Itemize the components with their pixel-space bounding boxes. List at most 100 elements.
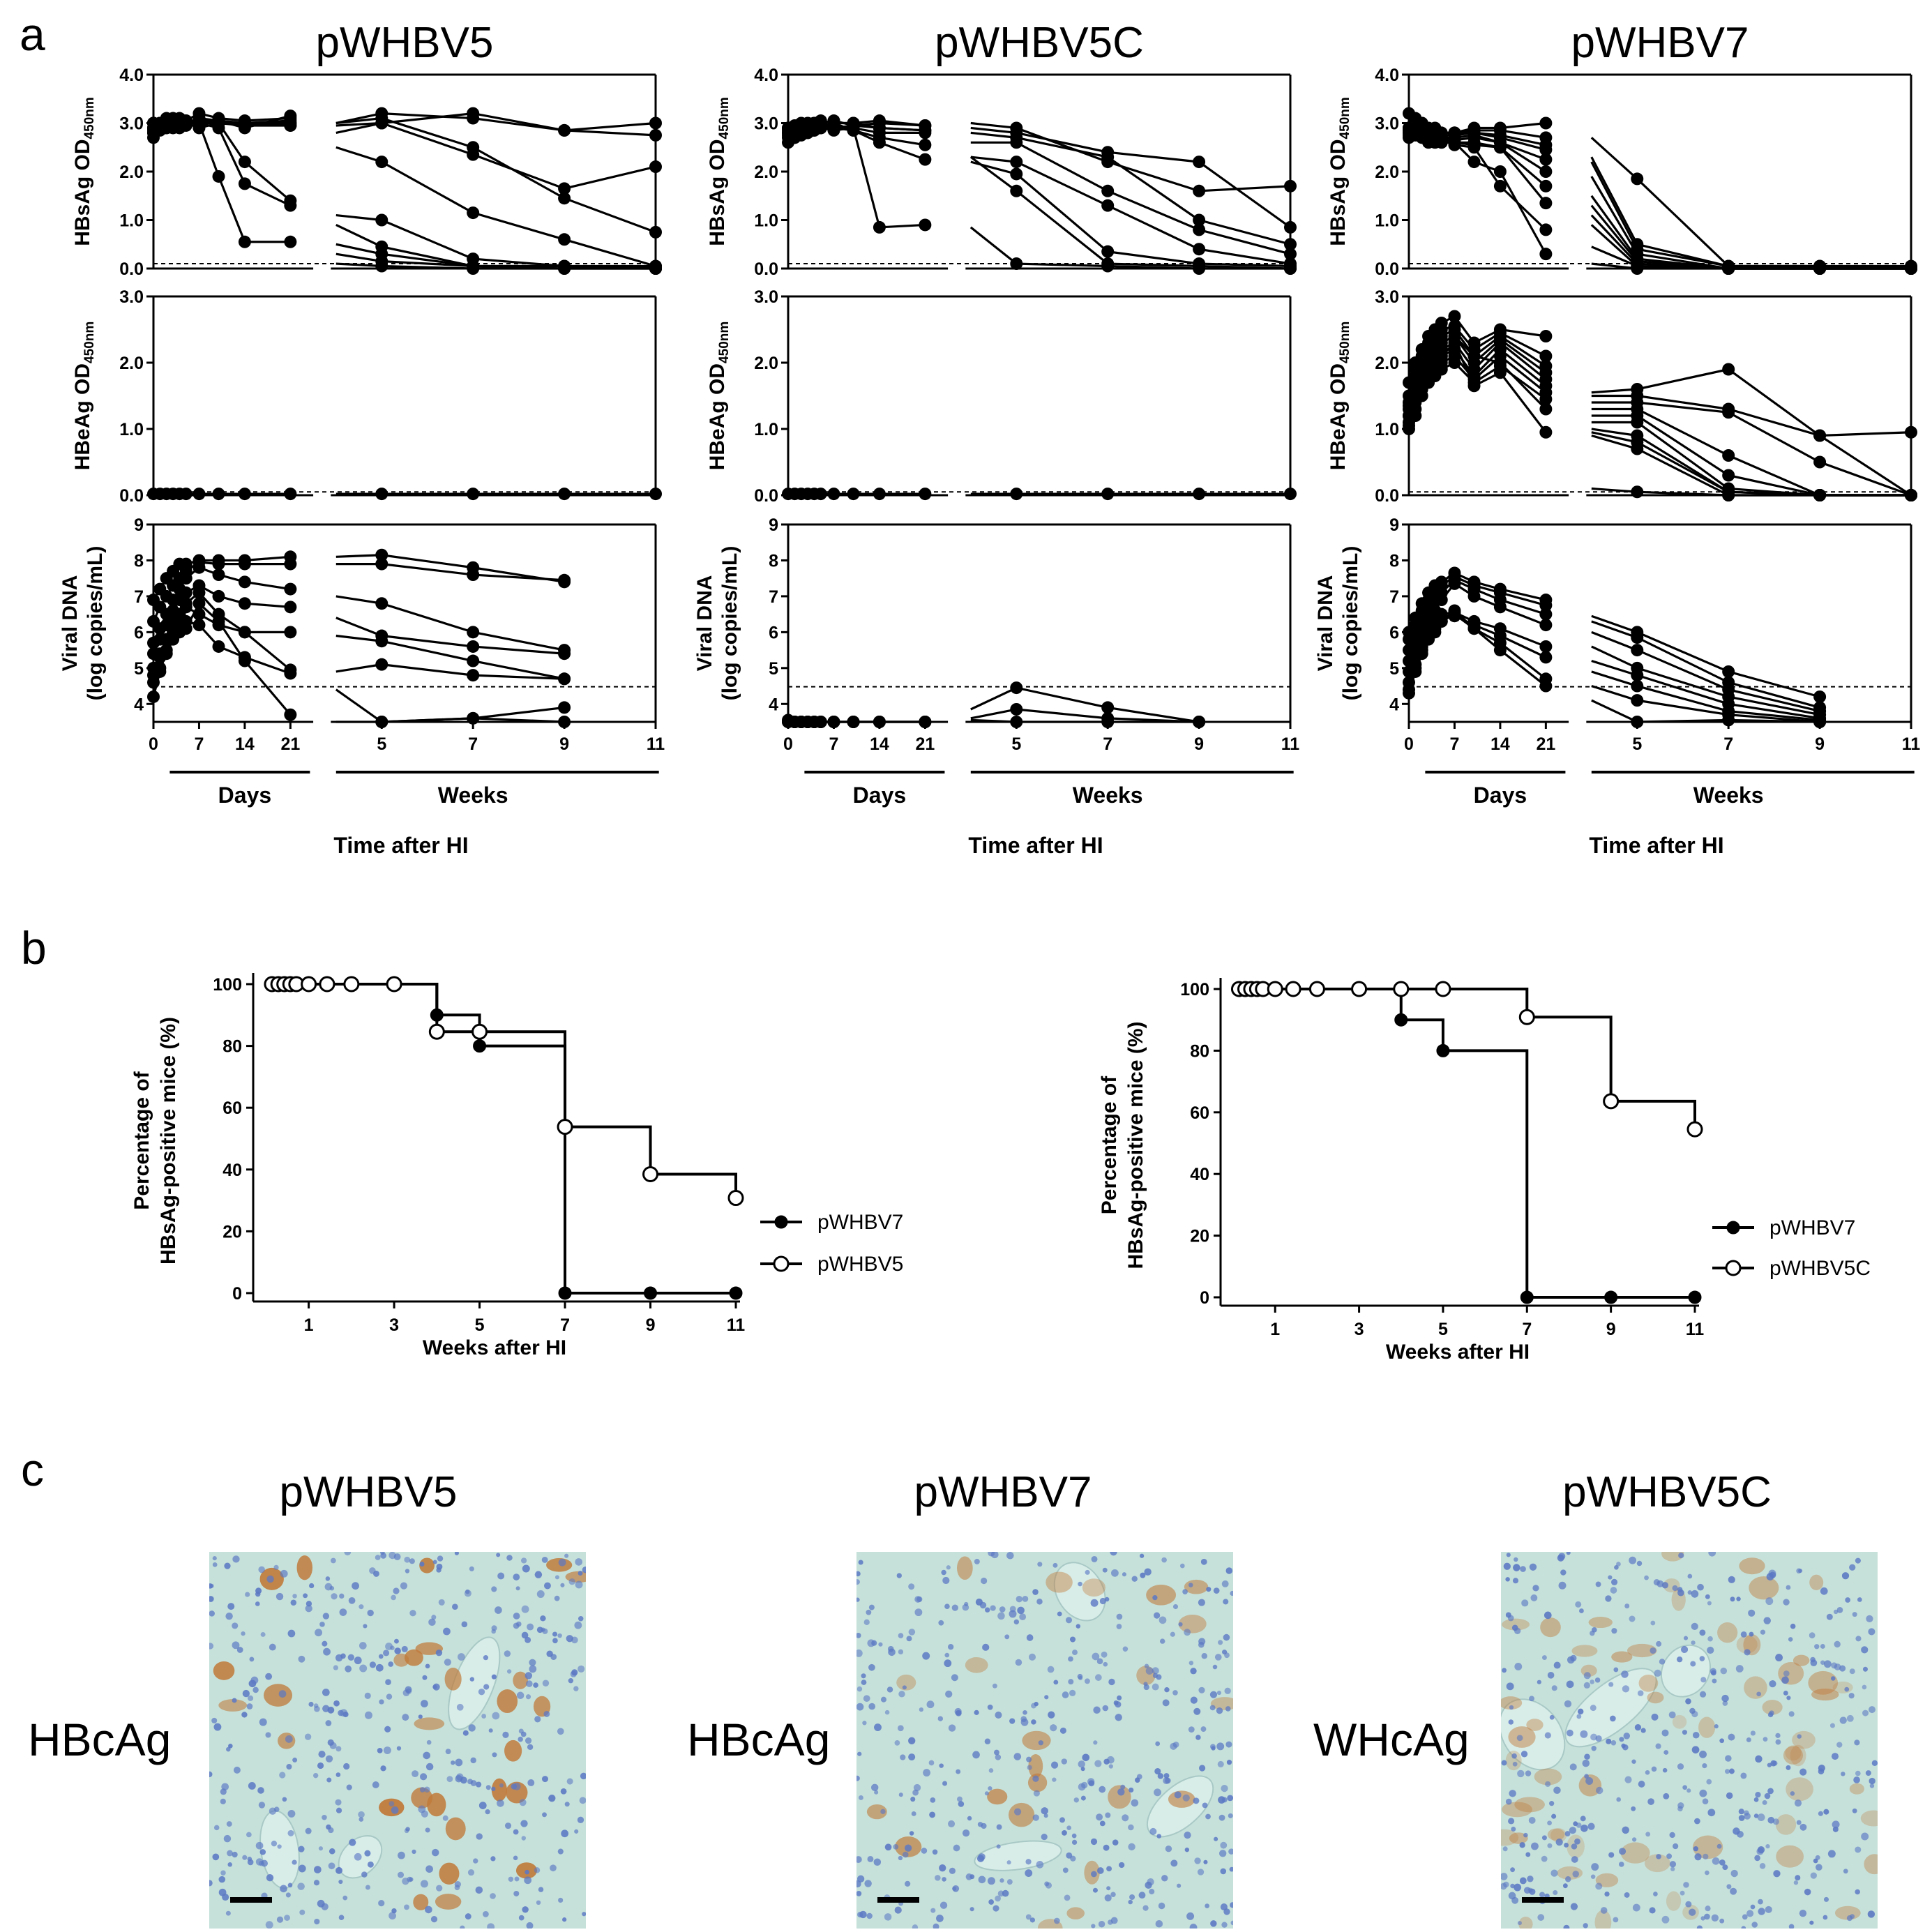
data-series: [782, 116, 1297, 273]
nucleus: [313, 1880, 320, 1886]
nucleus: [352, 1582, 360, 1590]
nucleus: [1179, 1563, 1185, 1569]
nucleus: [1512, 1578, 1519, 1584]
data-point: [238, 575, 251, 589]
stained-cell: [1790, 1744, 1806, 1767]
data-point: [1493, 165, 1507, 178]
data-point: [1813, 690, 1827, 703]
nucleus: [978, 1876, 986, 1884]
data-point: [649, 262, 662, 275]
nucleus: [1683, 1882, 1689, 1888]
nucleus: [929, 1811, 936, 1818]
x-tick-label: 0: [149, 734, 158, 754]
nucleus: [953, 1844, 960, 1852]
data-point: [193, 561, 206, 574]
nucleus: [1661, 1729, 1669, 1737]
censor-marker: [1688, 1290, 1702, 1304]
nucleus: [333, 1700, 340, 1707]
nucleus: [942, 1877, 946, 1882]
stained-cell: [1672, 1714, 1687, 1729]
nucleus: [1753, 1813, 1759, 1818]
nucleus: [412, 1770, 419, 1778]
stained-cell: [435, 1894, 462, 1910]
nucleus: [1839, 1716, 1847, 1724]
nucleus: [1595, 1882, 1603, 1890]
nucleus: [1080, 1767, 1085, 1772]
nucleus: [1041, 1833, 1048, 1841]
nucleus: [515, 1586, 520, 1591]
nucleus: [944, 1652, 950, 1658]
nucleus: [1116, 1624, 1122, 1629]
nucleus: [520, 1820, 528, 1827]
nucleus: [1845, 1597, 1851, 1603]
y-tick-label: 9: [769, 515, 778, 535]
nucleus: [401, 1645, 408, 1652]
data-point: [1403, 419, 1415, 432]
nucleus: [1854, 1739, 1860, 1746]
nucleus: [541, 1776, 549, 1783]
y-axis-label-units: (log copies/mL): [1339, 546, 1362, 701]
nucleus: [900, 1754, 906, 1760]
nucleus: [1587, 1822, 1595, 1830]
nucleus: [1224, 1687, 1231, 1694]
nucleus: [490, 1893, 496, 1899]
nucleus: [1848, 1693, 1855, 1699]
data-point: [1467, 622, 1481, 635]
legend-marker: [1725, 1260, 1742, 1276]
data-series: [1403, 319, 1917, 501]
nucleus: [1764, 1793, 1771, 1799]
data-point: [1193, 223, 1206, 236]
nucleus: [249, 1656, 255, 1662]
nucleus: [1080, 1795, 1086, 1801]
nucleus: [976, 1855, 985, 1862]
nucleus: [1585, 1777, 1594, 1786]
nucleus: [473, 1858, 478, 1864]
data-point: [1435, 594, 1448, 607]
nucleus: [996, 1844, 1001, 1849]
y-tick-label: 2.0: [754, 163, 778, 182]
nucleus: [558, 1558, 566, 1567]
nucleus: [1519, 1877, 1527, 1885]
nucleus: [391, 1806, 399, 1814]
data-point: [238, 116, 251, 130]
nucleus: [513, 1782, 521, 1790]
nucleus: [1159, 1616, 1167, 1624]
nucleus: [580, 1772, 586, 1780]
nucleus: [369, 1661, 377, 1668]
data-series: [782, 702, 1206, 728]
y-tick-label: 0: [1200, 1288, 1209, 1308]
data-point: [147, 676, 160, 689]
nucleus: [993, 1905, 999, 1912]
data-point: [212, 589, 225, 603]
series-line: [1591, 699, 1820, 723]
data-point: [238, 597, 251, 610]
nucleus: [964, 1601, 969, 1606]
nucleus: [921, 1848, 928, 1854]
nucleus: [386, 1693, 393, 1700]
nucleus: [561, 1829, 569, 1838]
y-axis-label: Viral DNA: [59, 575, 82, 672]
data-point: [1631, 442, 1644, 455]
nucleus: [981, 1577, 988, 1585]
data-point: [1284, 220, 1297, 234]
data-point: [558, 123, 571, 137]
nucleus: [887, 1645, 894, 1652]
nucleus: [1619, 1737, 1624, 1742]
nucleus: [1861, 1646, 1869, 1654]
data-point: [827, 123, 840, 137]
y-axis-label-units: (log copies/mL): [84, 546, 107, 701]
data-point: [1631, 669, 1644, 682]
nucleus: [419, 1787, 425, 1793]
stained-cell: [1739, 1557, 1765, 1575]
nucleus: [1228, 1813, 1233, 1818]
nucleus: [298, 1655, 305, 1663]
stained-cell: [1540, 1617, 1561, 1638]
nucleus: [358, 1811, 365, 1818]
nucleus: [497, 1572, 505, 1580]
nucleus: [1516, 1735, 1523, 1742]
nucleus: [1044, 1881, 1050, 1887]
nucleus: [1108, 1678, 1115, 1686]
nucleus: [868, 1703, 876, 1710]
nucleus: [1104, 1894, 1112, 1902]
nucleus: [259, 1718, 267, 1726]
